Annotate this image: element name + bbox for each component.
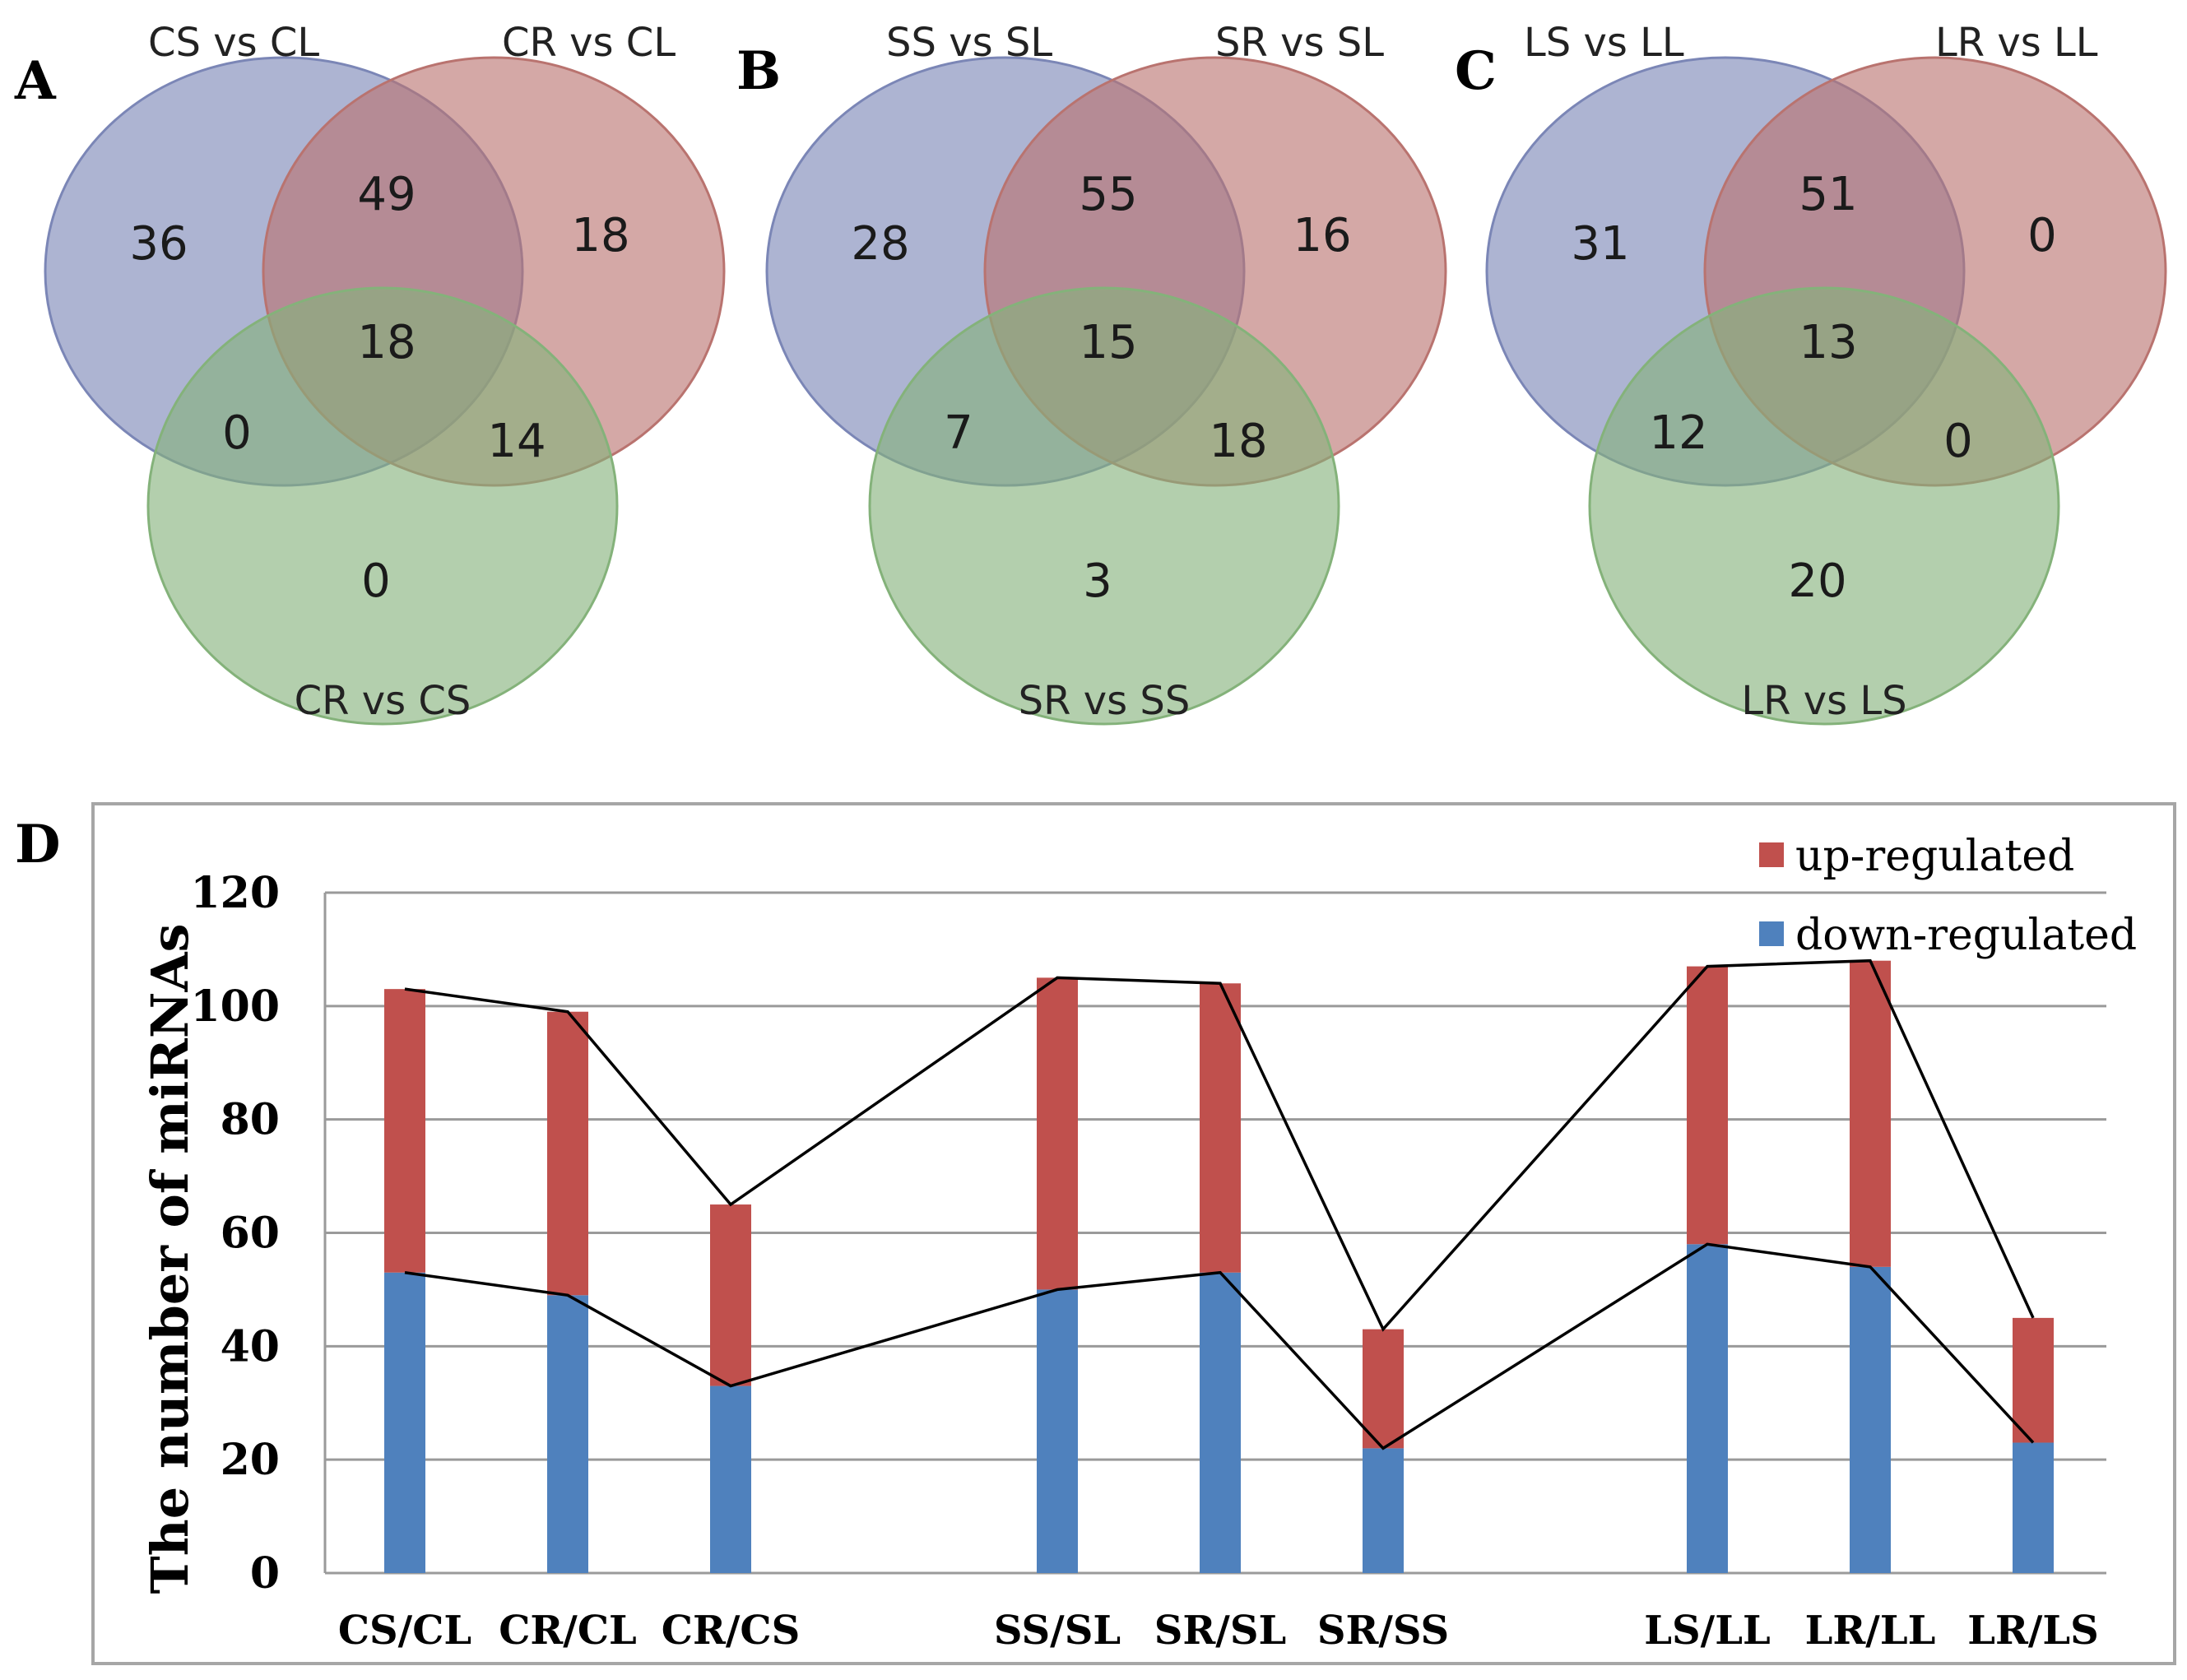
venn-diagram-c: LS vs LL LR vs LL LR vs LS 31 0 20 51 12 0 13: [1485, 20, 2167, 726]
bar-up-regulated-sr-ss: [1363, 1329, 1404, 1449]
venn-b-region-r123: 15: [1079, 316, 1137, 369]
bar-down-regulated-ss-sl: [1037, 1289, 1078, 1573]
bar-down-regulated-cr-cl: [547, 1295, 588, 1573]
venn-b-set-label: SS vs SL: [886, 20, 1052, 66]
venn-b-region-only1: 28: [851, 217, 909, 271]
venn-c-region-r123: 13: [1799, 316, 1857, 369]
venn-c-set-label: LR vs LL: [1935, 20, 2098, 66]
venn-a-region-r13: 0: [222, 406, 252, 460]
legend-label-up-regulated: up-regulated: [1795, 832, 2074, 881]
x-category-label: SS/SL: [994, 1608, 1121, 1654]
x-category-label: CR/CS: [662, 1608, 801, 1654]
bar-down-regulated-cr-cs: [710, 1385, 751, 1573]
y-tick-label: 120: [190, 868, 280, 918]
venn-a-region-r23: 14: [487, 415, 546, 468]
venn-c-region-r13: 12: [1649, 406, 1707, 460]
legend-swatch-up-regulated: [1759, 842, 1784, 867]
venn-b-set-label: SR vs SL: [1215, 20, 1384, 66]
bar-up-regulated-sr-sl: [1200, 983, 1241, 1273]
y-tick-label: 80: [221, 1095, 280, 1145]
x-category-label: LS/LL: [1644, 1608, 1770, 1654]
x-category-label: CS/CL: [338, 1608, 471, 1654]
y-tick-label: 60: [221, 1209, 280, 1259]
venn-b-set-3-circle: [868, 286, 1340, 726]
venn-diagram-b: SS vs SL SR vs SL SR vs SS 28 16 3 55 7 18 15: [765, 20, 1447, 726]
venn-diagram-a: CS vs CL CR vs CL CR vs CS 36 18 0 49 0 14 18: [44, 20, 726, 726]
venn-a-region-only2: 18: [571, 209, 629, 262]
y-tick-label: 40: [221, 1321, 280, 1371]
venn-c-set-label: LR vs LS: [1741, 678, 1906, 724]
y-axis-ticks: 0 20 40 60 80 100 120: [190, 868, 280, 1599]
venn-c-region-only2: 0: [2027, 209, 2057, 262]
bar-up-regulated-lr-ls: [2013, 1317, 2054, 1443]
x-category-label: LR/LS: [1967, 1608, 2099, 1654]
bar-down-regulated-ls-ll: [1687, 1244, 1728, 1573]
bar-down-regulated-lr-ll: [1850, 1266, 1891, 1573]
venn-a-region-only3: 0: [361, 555, 391, 608]
venn-a-region-r123: 18: [357, 316, 416, 369]
venn-c-region-r23: 0: [1943, 415, 1973, 468]
bar-up-regulated-cs-cl: [384, 989, 425, 1273]
trend-line-total: [404, 958, 2035, 1332]
bar-up-regulated-cr-cs: [710, 1204, 751, 1386]
venn-b-region-r12: 55: [1079, 168, 1137, 221]
panel-letter-b: B: [736, 40, 781, 102]
venn-a-set-label: CS vs CL: [148, 20, 319, 66]
bar-down-regulated-sr-sl: [1200, 1272, 1241, 1573]
chart-trend-lines: [404, 958, 2035, 1450]
bar-down-regulated-cs-cl: [384, 1272, 425, 1573]
trend-line-down-regulated: [404, 1242, 2035, 1450]
bar-up-regulated-ss-sl: [1037, 977, 1078, 1290]
y-axis-label: The number of miRNAs: [140, 923, 200, 1594]
bar-up-regulated-ls-ll: [1687, 966, 1728, 1245]
venn-a-set-label: CR vs CL: [502, 20, 676, 66]
y-tick-label: 0: [250, 1548, 280, 1599]
bar-up-regulated-lr-ll: [1850, 960, 1891, 1267]
panel-letter-d: D: [15, 814, 61, 875]
venn-c-region-only3: 20: [1788, 555, 1846, 608]
legend-swatch-down-regulated: [1759, 921, 1784, 946]
y-tick-label: 100: [190, 982, 280, 1032]
legend-label-down-regulated: down-regulated: [1795, 911, 2137, 960]
venn-c-set-3-circle: [1588, 286, 2060, 726]
y-tick-label: 20: [221, 1435, 280, 1485]
bar-down-regulated-sr-ss: [1363, 1448, 1404, 1573]
venn-b-region-r13: 7: [944, 406, 973, 460]
x-category-label: LR/LL: [1805, 1608, 1936, 1654]
venn-c-region-r12: 51: [1799, 168, 1857, 221]
venn-b-set-label: SR vs SS: [1019, 678, 1191, 724]
bar-down-regulated-lr-ls: [2013, 1442, 2054, 1573]
x-axis-labels: CS/CL CR/CL CR/CS SS/SL SR/SL SR/SS LS/LL LR/LL…: [338, 1608, 2099, 1654]
chart-bars: [384, 960, 2054, 1573]
venn-a-region-r12: 49: [357, 168, 416, 221]
venn-b-region-r23: 18: [1209, 415, 1267, 468]
venn-b-region-only3: 3: [1083, 555, 1112, 608]
bar-up-regulated-cr-cl: [547, 1011, 588, 1296]
x-category-label: SR/SS: [1317, 1608, 1449, 1654]
venn-a-region-only1: 36: [129, 217, 188, 271]
panel-letter-c: C: [1455, 40, 1497, 102]
chart-legend: up-regulated down-regulated: [1759, 832, 2137, 960]
venn-a-set-label: CR vs CS: [295, 678, 471, 724]
venn-b-region-only2: 16: [1293, 209, 1351, 262]
panel-letter-a: A: [14, 50, 57, 112]
venn-c-region-only1: 31: [1571, 217, 1629, 271]
venn-a-set-3-circle: [146, 286, 619, 726]
chart-frame: [91, 802, 2176, 1665]
x-category-label: CR/CL: [499, 1608, 637, 1654]
x-category-label: SR/SL: [1154, 1608, 1287, 1654]
venn-c-set-label: LS vs LL: [1524, 20, 1684, 66]
